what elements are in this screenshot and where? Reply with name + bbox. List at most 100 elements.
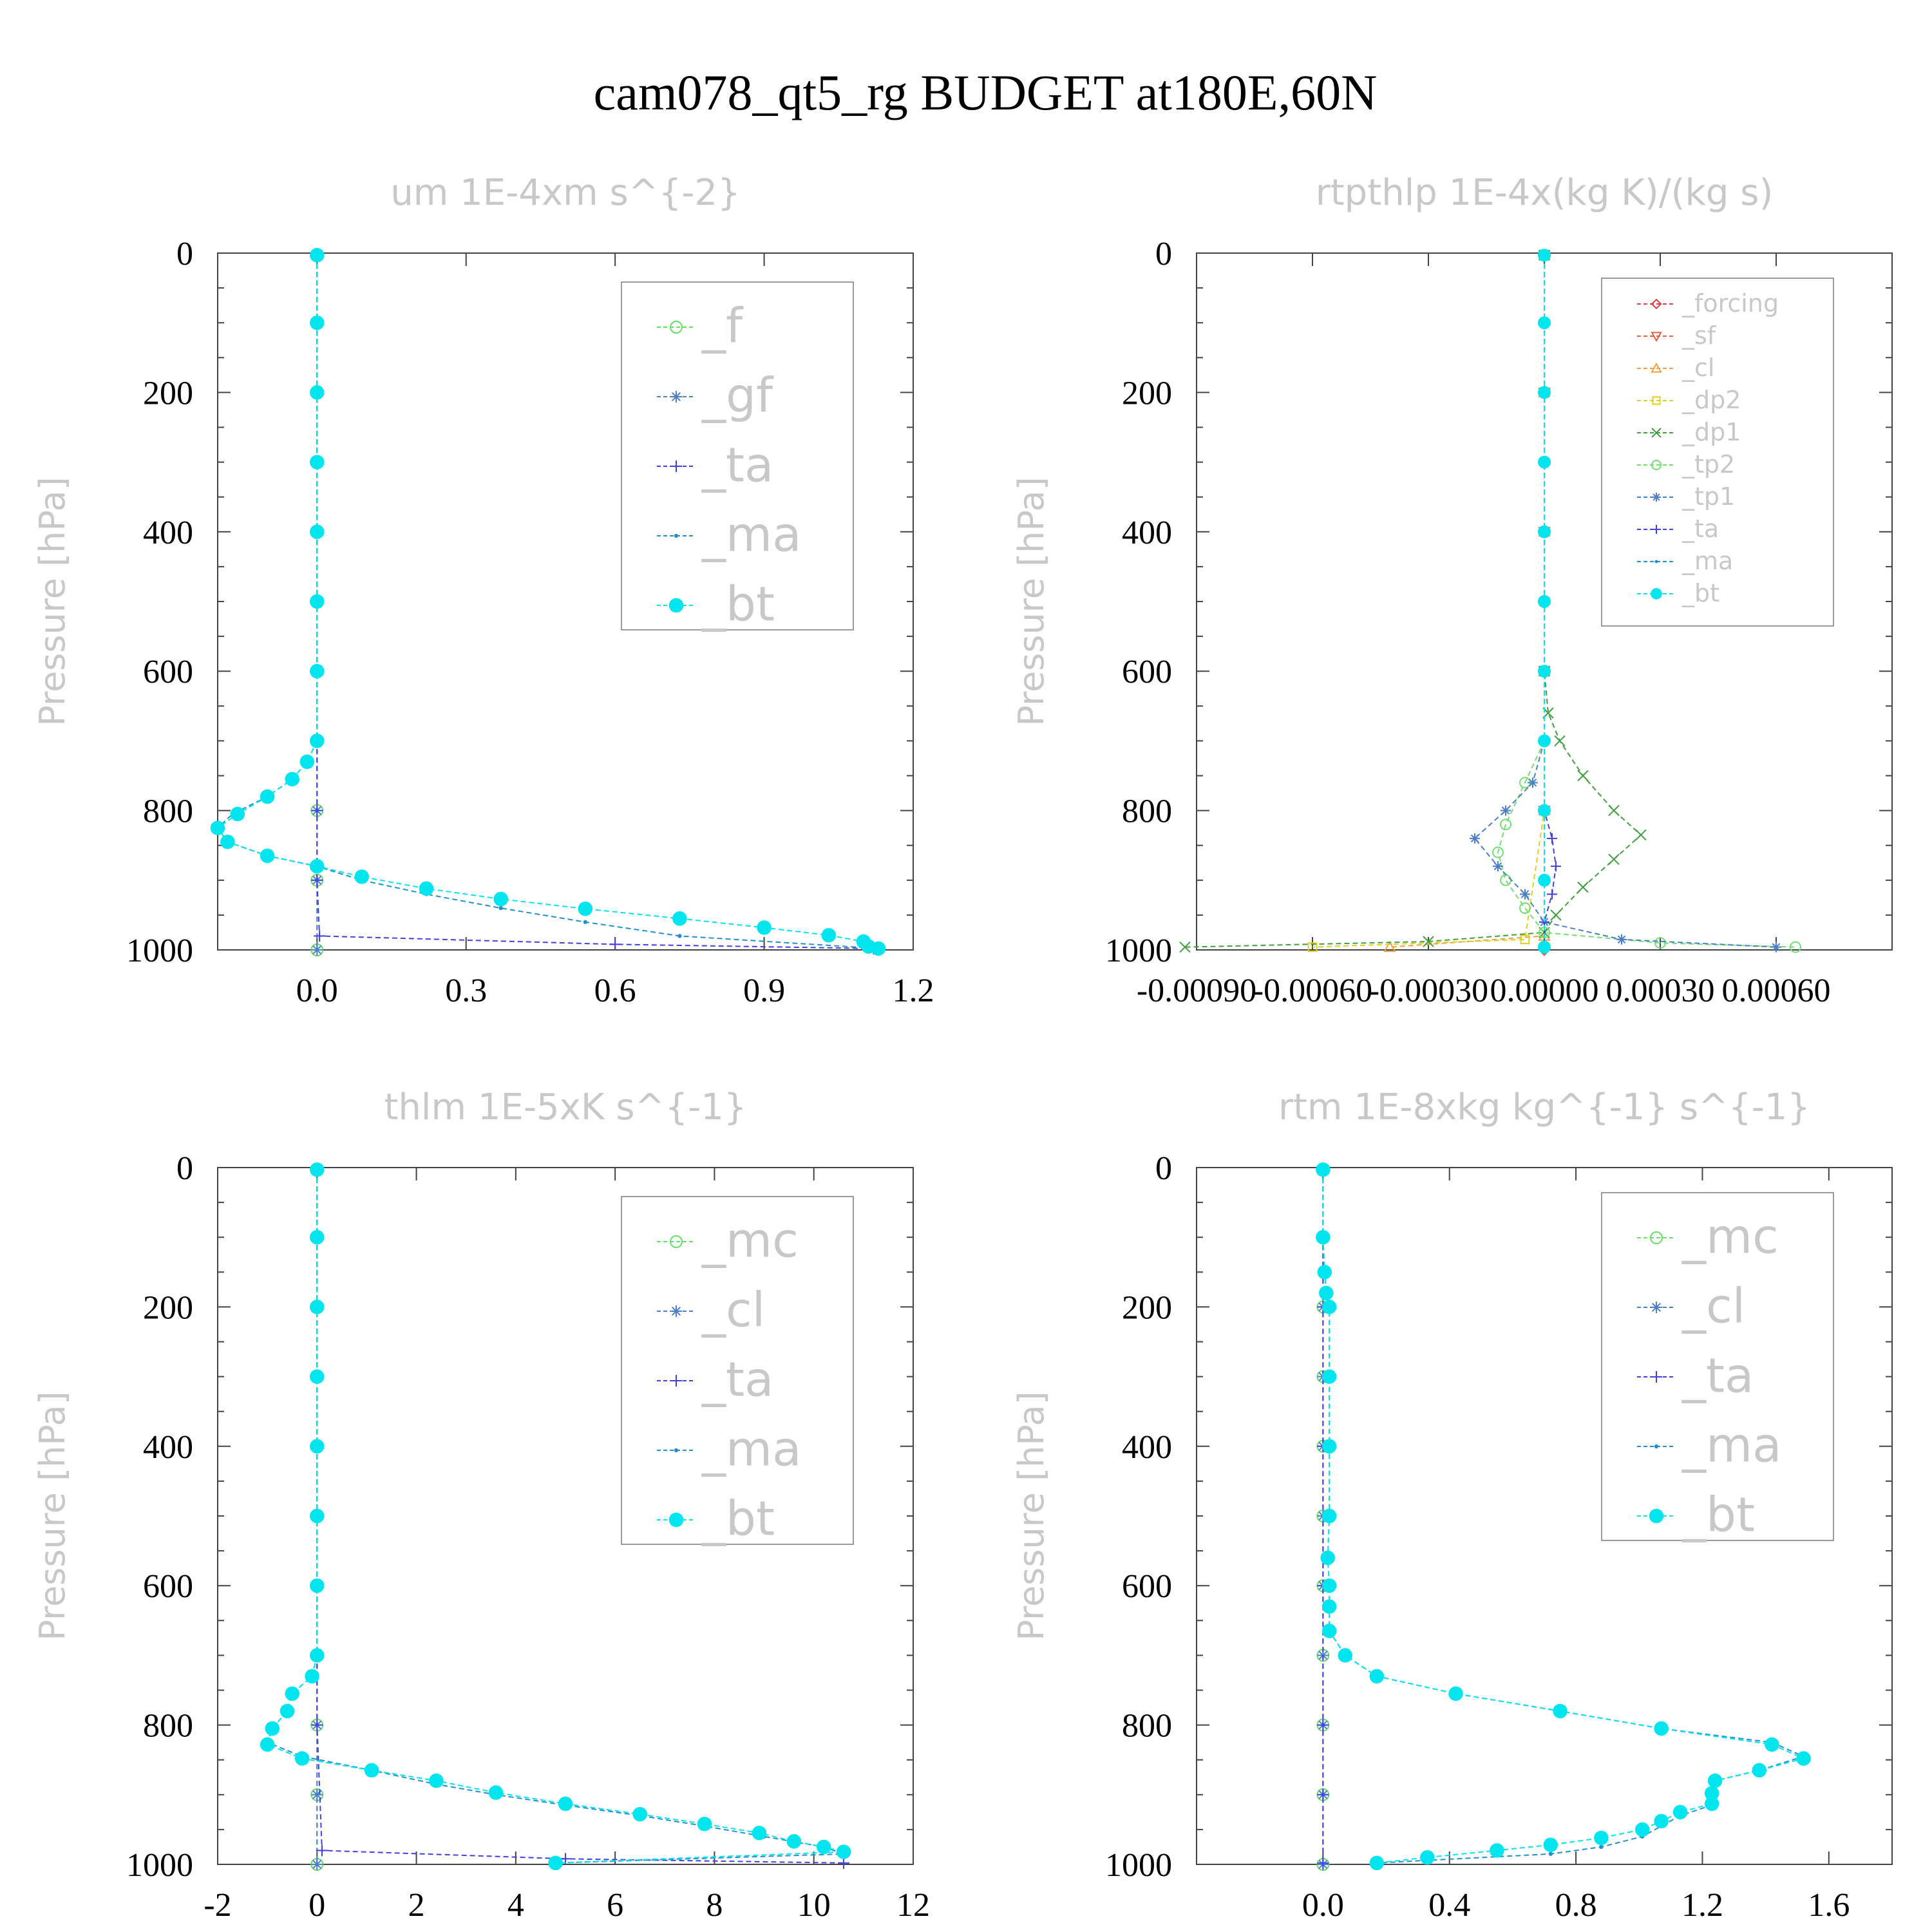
data-point — [310, 1439, 325, 1454]
data-point — [836, 1844, 851, 1859]
legend-label: _dp1 — [1681, 418, 1741, 446]
data-point — [260, 1737, 275, 1752]
data-point — [1369, 1855, 1385, 1871]
data-point — [1423, 936, 1434, 947]
y-axis-label: Pressure [hPa] — [1011, 477, 1052, 726]
data-point — [1548, 1852, 1553, 1856]
data-point — [757, 920, 772, 935]
data-point — [310, 385, 325, 400]
legend-marker — [1651, 428, 1662, 438]
legend-label: _bt — [701, 577, 775, 632]
data-point — [1634, 1822, 1650, 1837]
data-point — [493, 891, 508, 907]
data-point — [1316, 1162, 1331, 1177]
legend-label: _ma — [1681, 547, 1733, 575]
data-point — [1316, 1229, 1331, 1245]
series-line — [1473, 255, 1777, 948]
data-point — [310, 524, 325, 540]
legend-label: _bt — [1681, 1488, 1755, 1543]
legend-entry: _tp2 — [1637, 450, 1735, 478]
data-point — [1635, 829, 1647, 841]
data-point — [310, 1648, 325, 1663]
legend-label: _cl — [701, 1283, 765, 1338]
data-point — [1420, 1850, 1435, 1865]
legend-marker — [674, 533, 679, 538]
x-tick-label: -2 — [204, 1887, 231, 1924]
y-tick-label: 400 — [1122, 1429, 1172, 1466]
legend-label: _forcing — [1681, 289, 1779, 317]
legend-entry: _bt — [1637, 1488, 1755, 1543]
legend-label: _gf — [701, 368, 774, 424]
data-point — [1369, 1669, 1385, 1684]
legend-label: _tp2 — [1681, 450, 1735, 478]
data-point — [1319, 1285, 1334, 1301]
data-point — [871, 941, 886, 956]
legend-marker — [670, 460, 682, 472]
legend-label: _bt — [1681, 579, 1719, 607]
chart-panel-4: rtm 1E-8xkg kg^{-1} s^{-1} Pressure [hPa]… — [1011, 1086, 1893, 1924]
data-point — [285, 772, 299, 787]
legend-marker — [670, 1235, 683, 1248]
data-point — [1771, 942, 1781, 952]
data-point — [311, 944, 323, 956]
series-line — [1312, 255, 1545, 948]
data-point — [1577, 770, 1589, 782]
legend-marker — [1651, 332, 1662, 343]
legend-entry: _cl — [1637, 354, 1714, 382]
data-point — [1179, 941, 1191, 953]
x-tick-label: 1.6 — [1808, 1887, 1850, 1924]
y-tick-label: 800 — [143, 793, 193, 830]
data-point — [609, 938, 621, 951]
x-tick-label: 6 — [607, 1887, 623, 1924]
data-point — [677, 934, 682, 938]
data-point — [1538, 665, 1551, 678]
data-point — [260, 848, 275, 864]
panel-title: rtm 1E-8xkg kg^{-1} s^{-1} — [1278, 1086, 1810, 1128]
data-point — [786, 1834, 802, 1849]
x-tick-label: 1.2 — [893, 972, 934, 1009]
legend-entry: _cl — [657, 1283, 765, 1338]
data-point — [1501, 805, 1511, 816]
data-point — [1608, 804, 1620, 817]
data-point — [310, 594, 325, 609]
legend-marker — [1650, 1231, 1663, 1244]
data-point — [1654, 937, 1666, 949]
data-point — [305, 1669, 319, 1684]
series-bt — [260, 1162, 851, 1871]
data-point — [1654, 1721, 1669, 1736]
y-tick-label: 400 — [143, 515, 193, 551]
y-tick-label: 0 — [1155, 1150, 1172, 1187]
legend-entry: _ma — [1637, 547, 1733, 575]
y-tick-label: 1000 — [126, 933, 193, 969]
legend-entry: _f — [657, 299, 744, 354]
data-point — [1321, 1300, 1337, 1314]
legend: _mc _cl _ta _ma _bt — [1601, 1192, 1834, 1543]
chart-panels: um 1E-4xm s^{-2}Pressure [hPa]0200400600… — [32, 172, 1893, 1924]
legend-marker — [1651, 1371, 1662, 1383]
y-axis-label: Pressure [hPa] — [1011, 1391, 1052, 1640]
data-point — [310, 663, 325, 679]
legend-marker — [1652, 493, 1661, 502]
legend-label: _mc — [701, 1213, 799, 1269]
plot-frame — [1196, 1167, 1893, 1865]
y-axis-label: Pressure [hPa] — [32, 477, 73, 726]
panel-title: um 1E-4xm s^{-2} — [390, 172, 740, 214]
data-point — [1528, 777, 1538, 788]
data-point — [1307, 942, 1318, 952]
data-point — [1500, 874, 1511, 886]
data-point — [1554, 735, 1566, 747]
x-tick-label: 0.00060 — [1722, 972, 1831, 1009]
series-dp2 — [1307, 250, 1549, 952]
chart-panel-2: rtpthlp 1E-4x(kg K)/(kg s) Pressure [hPa]… — [1011, 172, 1893, 1009]
data-point — [1577, 881, 1589, 893]
legend-label: _ta — [1681, 1349, 1754, 1404]
series-line — [1389, 255, 1545, 948]
y-tick-label: 1000 — [1105, 1847, 1172, 1884]
data-point — [310, 455, 325, 469]
data-point — [310, 1578, 325, 1593]
data-point — [816, 1839, 831, 1855]
data-point — [1553, 1703, 1567, 1719]
legend-label: _ta — [1681, 515, 1719, 543]
data-point — [1500, 819, 1511, 831]
